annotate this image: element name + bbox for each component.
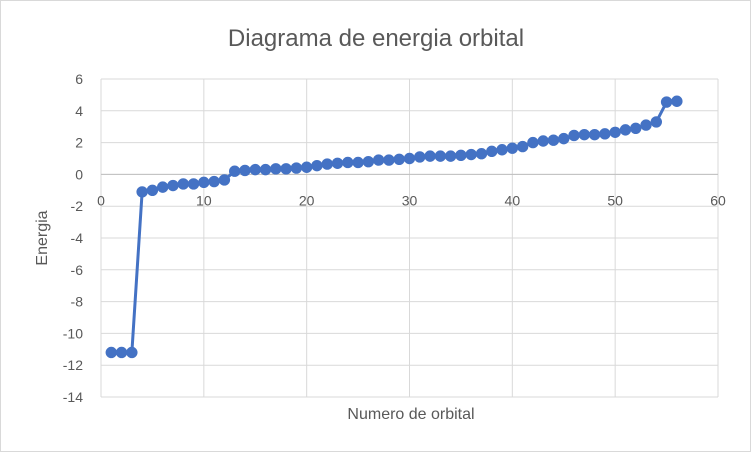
data-point xyxy=(105,346,117,359)
y-tick-label: 2 xyxy=(75,135,83,151)
data-point xyxy=(393,153,405,165)
data-point xyxy=(321,158,333,170)
data-point xyxy=(547,134,560,146)
x-tick-label: 10 xyxy=(196,192,212,208)
y-tick-label: -12 xyxy=(63,357,83,373)
data-point xyxy=(187,178,200,190)
x-tick-label: 20 xyxy=(299,192,315,208)
y-tick-label: 6 xyxy=(75,71,83,87)
data-point xyxy=(424,150,436,162)
x-axis-title: Numero de orbital xyxy=(347,406,474,423)
x-tick-label: 40 xyxy=(505,192,521,208)
y-axis-title: Energia xyxy=(34,210,51,265)
x-tick-label: 30 xyxy=(402,192,418,208)
plot-area xyxy=(105,95,683,359)
y-tick-label: -2 xyxy=(71,198,84,214)
data-point xyxy=(619,124,632,136)
data-point xyxy=(280,163,292,175)
data-point xyxy=(270,163,282,175)
data-point xyxy=(157,181,169,193)
data-point xyxy=(136,186,148,198)
data-point xyxy=(311,159,323,172)
data-point xyxy=(568,129,580,142)
data-point xyxy=(198,176,210,189)
data-point xyxy=(146,184,159,197)
data-point xyxy=(578,128,591,141)
data-point xyxy=(599,128,611,140)
data-point xyxy=(588,128,601,141)
data-point xyxy=(331,157,344,169)
y-tick-label: 0 xyxy=(75,166,83,182)
data-point xyxy=(228,165,241,177)
data-point xyxy=(609,126,621,138)
data-point xyxy=(414,151,426,163)
data-point xyxy=(300,161,313,173)
y-tick-label: -4 xyxy=(71,230,84,246)
data-point xyxy=(475,148,488,160)
data-point xyxy=(383,154,395,166)
data-point xyxy=(218,174,231,186)
data-point xyxy=(239,164,251,177)
data-point xyxy=(630,122,642,134)
data-point xyxy=(259,163,272,176)
data-point xyxy=(486,145,498,158)
data-point xyxy=(465,148,477,161)
data-point xyxy=(290,162,303,174)
data-point xyxy=(537,135,549,147)
data-point xyxy=(650,116,662,128)
data-point xyxy=(177,178,189,190)
y-tick-label: -10 xyxy=(63,325,83,341)
data-point xyxy=(208,175,220,188)
data-point xyxy=(527,136,539,149)
data-point xyxy=(342,156,354,169)
y-tick-label: -6 xyxy=(71,262,84,278)
y-tick-label: 4 xyxy=(75,103,83,119)
data-point xyxy=(372,154,385,166)
y-tick-label: -14 xyxy=(63,389,83,405)
data-point xyxy=(434,150,447,162)
x-tick-label: 50 xyxy=(607,192,623,208)
x-tick-label: 0 xyxy=(97,192,105,208)
data-point xyxy=(506,142,519,154)
data-point xyxy=(444,150,457,162)
data-point xyxy=(126,346,138,359)
data-point xyxy=(516,140,529,153)
data-point xyxy=(558,132,570,145)
data-point xyxy=(249,163,261,176)
data-point xyxy=(362,155,375,168)
data-point xyxy=(352,156,364,169)
data-point xyxy=(403,152,416,165)
x-tick-label: 60 xyxy=(710,192,726,208)
data-point xyxy=(640,119,652,131)
data-point xyxy=(167,179,179,192)
gridlines xyxy=(100,78,719,398)
data-point xyxy=(115,346,128,359)
chart-title: Diagrama de energia orbital xyxy=(228,25,524,52)
data-point xyxy=(496,144,508,156)
y-tick-label: -8 xyxy=(71,294,84,310)
data-point xyxy=(671,95,683,107)
data-point xyxy=(660,96,673,108)
data-point xyxy=(455,149,467,162)
